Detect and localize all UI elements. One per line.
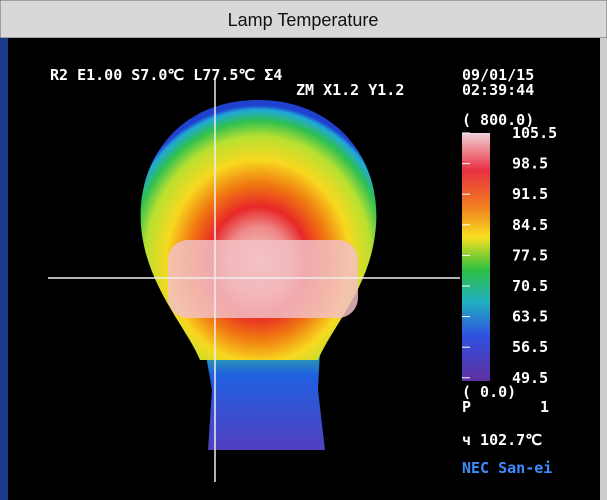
- p-value: 1: [540, 398, 549, 416]
- scale-label: 98.5: [512, 155, 548, 173]
- hot-band: [168, 240, 358, 318]
- color-scale: [462, 133, 490, 381]
- scale-labels: 105.5 98.5 91.5 84.5 77.5 70.5 63.5 56.5 49.5: [462, 124, 557, 387]
- right-strip: [600, 38, 607, 500]
- p-label: P: [462, 398, 471, 416]
- header-title: Lamp Temperature: [228, 10, 379, 30]
- brand: NEC San-ei: [462, 459, 552, 477]
- min-range: ( 0.0): [462, 383, 516, 401]
- scale-label: 84.5: [512, 216, 548, 234]
- max-range: ( 800.0): [462, 111, 534, 129]
- scale-label: 70.5: [512, 277, 548, 295]
- scale-label: 49.5: [512, 369, 548, 387]
- date-text: 09/01/15: [462, 66, 534, 84]
- time-text: 02:39:44: [462, 81, 534, 99]
- zoom-text: ZM X1.2 Y1.2: [296, 81, 404, 99]
- left-strip: [0, 38, 8, 500]
- scale-label: 63.5: [512, 308, 548, 326]
- scale-label: 77.5: [512, 246, 548, 264]
- lamp-neck: [205, 350, 325, 450]
- scale-label: 56.5: [512, 338, 548, 356]
- settings-text: R2 E1.00 S7.0℃ L77.5℃ Σ4: [50, 66, 282, 84]
- scale-label: 91.5: [512, 185, 548, 203]
- scale-label: 105.5: [512, 124, 557, 142]
- cursor-reading: ч 102.7℃: [462, 431, 542, 449]
